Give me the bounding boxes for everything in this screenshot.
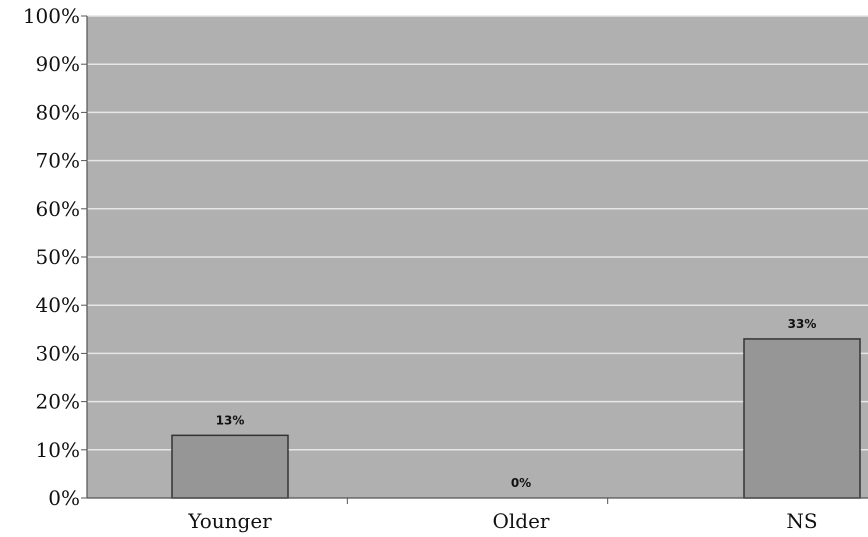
- data-labels: 13% 0% 33%: [216, 317, 817, 490]
- x-category-label: Older: [493, 509, 550, 533]
- bar-younger: [171, 434, 289, 499]
- y-tick-label: 0%: [48, 486, 80, 510]
- y-tick-label: 50%: [36, 245, 80, 269]
- y-tick-label: 20%: [36, 390, 80, 414]
- x-category-labels: Younger Older NS: [187, 509, 817, 533]
- y-tick-label: 60%: [36, 197, 80, 221]
- gridlines: [87, 15, 868, 451]
- x-category-label: Younger: [187, 509, 272, 533]
- y-tick-label: 70%: [36, 149, 80, 173]
- data-label: 13%: [216, 413, 245, 427]
- y-tick-label: 30%: [36, 341, 80, 365]
- data-label: 33%: [788, 317, 817, 331]
- y-tick-label: 100%: [23, 4, 80, 28]
- y-tick-label: 90%: [36, 52, 80, 76]
- data-label: 0%: [511, 476, 531, 490]
- y-tick-labels: 0% 10% 20% 30% 40% 50% 60% 70% 80% 90% 100%: [23, 4, 80, 510]
- bars: [171, 338, 861, 499]
- axes: [81, 15, 868, 504]
- x-category-label: NS: [786, 509, 817, 533]
- y-tick-label: 10%: [36, 438, 80, 462]
- y-tick-label: 80%: [36, 100, 80, 124]
- y-tick-label: 40%: [36, 293, 80, 317]
- bar-ns: [743, 338, 861, 499]
